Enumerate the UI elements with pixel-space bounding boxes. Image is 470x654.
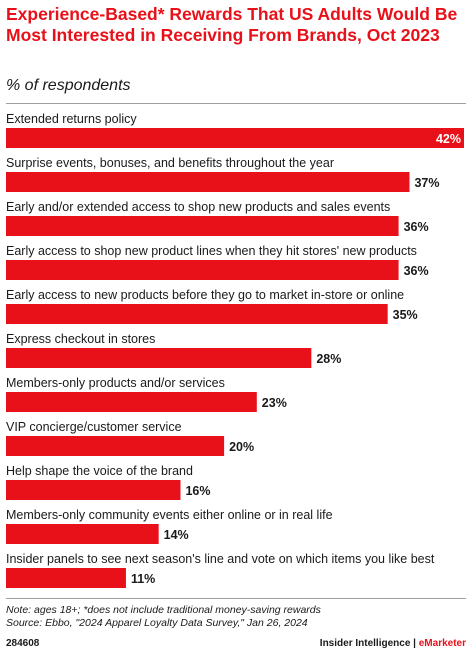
category-label: Insider panels to see next season's line… [6, 552, 435, 566]
value-label: 36% [404, 220, 429, 234]
value-label: 23% [262, 396, 287, 410]
footer-divider [6, 598, 466, 599]
bar [6, 128, 464, 148]
bar [6, 480, 181, 500]
value-label: 28% [316, 352, 341, 366]
bar [6, 348, 312, 368]
category-label: Members-only community events either onl… [6, 508, 333, 522]
bar [6, 260, 399, 280]
header-divider [6, 103, 466, 104]
category-label: Early access to shop new product lines w… [6, 244, 417, 258]
value-label: 20% [229, 440, 254, 454]
bar [6, 392, 257, 412]
category-label: VIP concierge/customer service [6, 420, 182, 434]
note-text: Note: ages 18+; *does not include tradit… [6, 604, 321, 616]
chart-title: Experience-Based* Rewards That US Adults… [6, 4, 458, 45]
value-label: 11% [131, 572, 155, 586]
category-label: Extended returns policy [6, 112, 137, 126]
category-label: Members-only products and/or services [6, 376, 225, 390]
chart-id: 284608 [6, 638, 40, 649]
category-label: Help shape the voice of the brand [6, 464, 193, 478]
bar [6, 436, 225, 456]
bar [6, 216, 399, 236]
brand-label: Insider Intelligence | eMarketer [320, 638, 466, 649]
value-label: 14% [164, 528, 189, 542]
source-text: Source: Ebbo, "2024 Apparel Loyalty Data… [6, 617, 308, 629]
category-label: Early access to new products before they… [6, 288, 404, 302]
category-label: Early and/or extended access to shop new… [6, 200, 390, 214]
value-label: 42% [436, 132, 461, 146]
brand-main: Insider Intelligence | [319, 638, 419, 649]
value-label: 36% [404, 264, 429, 278]
value-label: 37% [414, 176, 439, 190]
value-label: 16% [185, 484, 210, 498]
value-label: 35% [393, 308, 418, 322]
bar [6, 172, 410, 192]
chart-notes: Note: ages 18+; *does not include tradit… [6, 604, 466, 630]
bar [6, 524, 159, 544]
category-label: Surprise events, bonuses, and benefits t… [6, 156, 334, 170]
brand-accent: eMarketer [418, 638, 466, 649]
chart-footer: 284608 Insider Intelligence | eMarketer [6, 638, 466, 652]
bar [6, 568, 126, 588]
chart-subtitle: % of respondents [6, 77, 131, 94]
category-label: Express checkout in stores [6, 332, 155, 346]
bar [6, 304, 388, 324]
